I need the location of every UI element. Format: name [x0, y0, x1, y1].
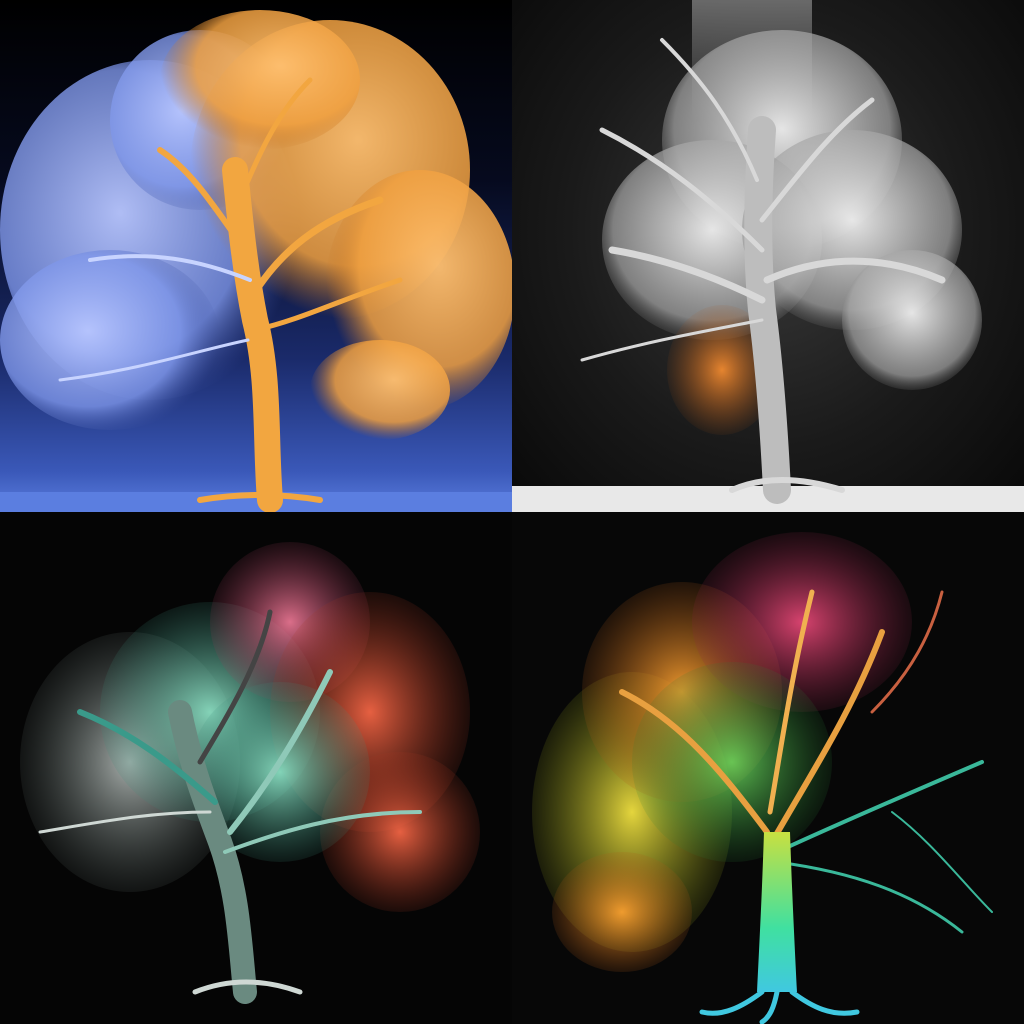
panel-monochrome-tree — [512, 0, 1024, 512]
panel-teal-coral-tree — [0, 512, 512, 1024]
branches — [619, 589, 993, 934]
tree-rainbow — [532, 532, 993, 1024]
trunk — [58, 77, 403, 512]
trunk — [699, 832, 860, 1024]
panel-blue-orange-tree — [0, 0, 512, 512]
foliage — [20, 542, 480, 912]
foliage-right — [160, 10, 512, 440]
foliage — [602, 30, 982, 390]
tree-monochrome — [512, 0, 1024, 512]
tree-teal-coral — [20, 542, 480, 1004]
panel-rainbow-tree — [512, 512, 1024, 1024]
tree-blue-orange — [0, 10, 512, 512]
orange-accent — [667, 305, 777, 435]
ground — [0, 492, 512, 512]
trunk — [580, 38, 946, 504]
foliage — [532, 532, 912, 972]
trunk — [38, 609, 422, 1004]
